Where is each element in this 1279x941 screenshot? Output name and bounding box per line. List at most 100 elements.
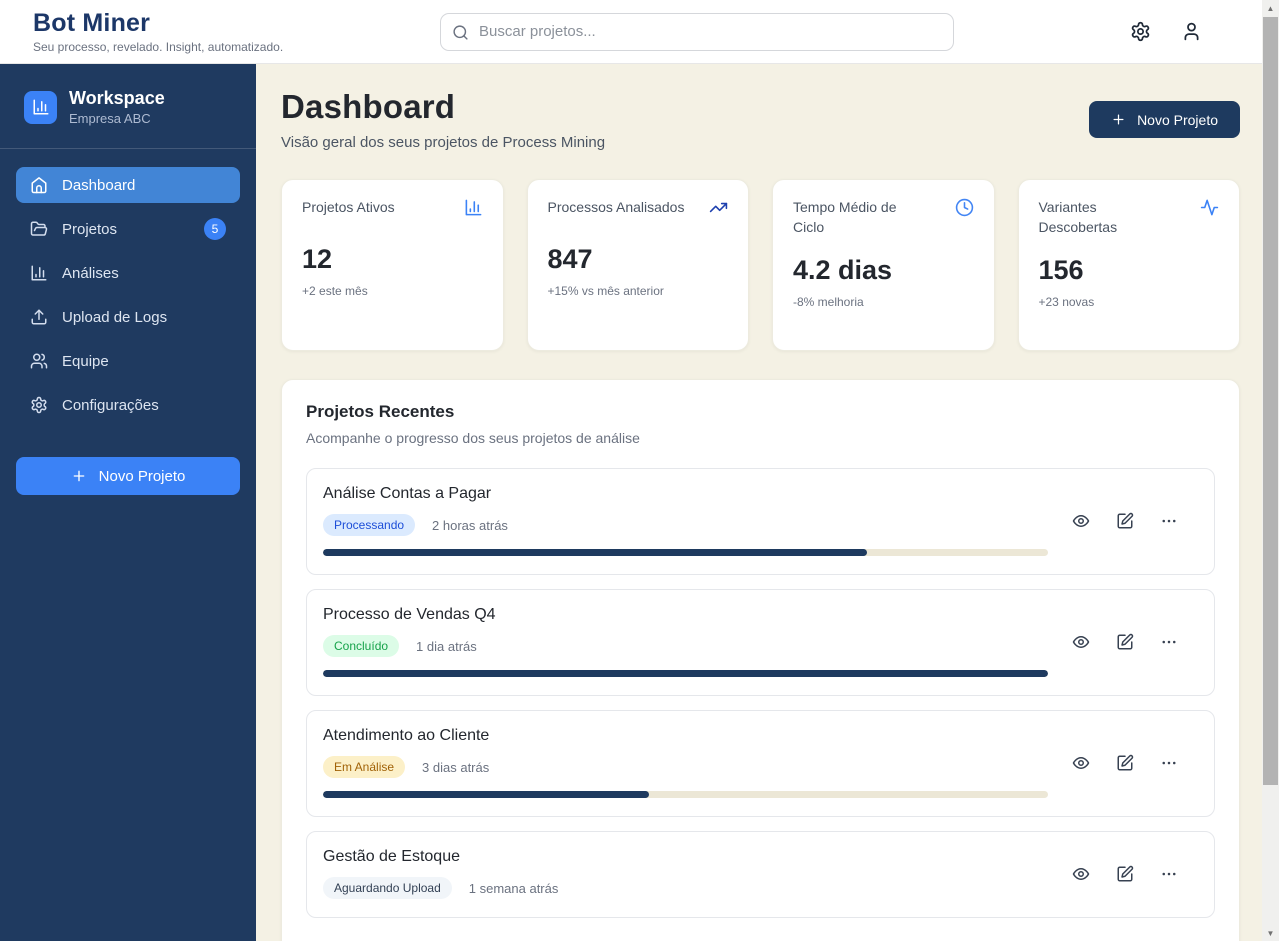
status-badge: Concluído — [323, 635, 400, 657]
view-project-button[interactable] — [1072, 633, 1090, 651]
more-options-button[interactable] — [1160, 633, 1178, 651]
edit-project-button[interactable] — [1116, 865, 1134, 883]
sidebar-item-projetos[interactable]: Projetos 5 — [16, 211, 240, 247]
clock-icon — [955, 198, 973, 217]
trending-up-icon — [709, 202, 728, 213]
workspace-subtitle: Empresa ABC — [69, 111, 151, 126]
project-card: Atendimento ao Cliente Em Análise 3 dias… — [306, 710, 1215, 817]
edit-icon — [1117, 512, 1134, 528]
new-project-label: Novo Projeto — [1137, 111, 1218, 128]
topbar: Bot Miner Seu processo, revelado. Insigh… — [0, 0, 1262, 64]
vertical-scrollbar[interactable]: ▲ ▼ — [1262, 0, 1279, 941]
eye-icon — [1072, 867, 1090, 880]
app-title: Bot Miner — [33, 9, 151, 37]
stat-label: Processos Analisados — [547, 199, 685, 215]
progress-fill — [323, 791, 650, 798]
search-bar — [440, 12, 954, 51]
sidebar-divider — [0, 148, 256, 149]
edit-icon — [1117, 865, 1134, 881]
stat-label: Tempo Médio de Ciclo — [793, 199, 897, 235]
progress-fill — [323, 549, 867, 556]
upload-icon — [31, 309, 47, 325]
more-options-button[interactable] — [1160, 865, 1178, 883]
status-badge: Em Análise — [323, 756, 406, 778]
view-project-button[interactable] — [1072, 754, 1090, 772]
search-icon — [453, 24, 468, 40]
main-content: Dashboard Visão geral dos seus projetos … — [256, 64, 1262, 941]
edit-icon — [1117, 633, 1134, 649]
project-time: 1 dia atrás — [416, 638, 477, 654]
stat-card-projetos-ativos: Projetos Ativos 12 +2 este mês — [281, 179, 504, 351]
project-name: Gestão de Estoque — [323, 848, 460, 865]
progress-bar — [323, 791, 1048, 798]
sidebar-item-dashboard[interactable]: Dashboard — [16, 167, 240, 203]
stat-sub: +23 novas — [1038, 295, 1095, 310]
sidebar-item-analises[interactable]: Análises — [16, 255, 240, 291]
gear-icon — [31, 396, 47, 414]
search-input[interactable] — [440, 12, 954, 51]
progress-bar — [323, 549, 1048, 556]
project-card: Gestão de Estoque Aguardando Upload 1 se… — [306, 831, 1215, 918]
status-badge: Aguardando Upload — [323, 877, 452, 899]
page-subtitle: Visão geral dos seus projetos de Process… — [281, 134, 606, 151]
more-options-button[interactable] — [1160, 754, 1178, 772]
project-time: 1 semana atrás — [468, 880, 559, 896]
user-menu-button[interactable] — [1181, 21, 1202, 42]
workspace-logo-icon — [24, 90, 57, 124]
sidebar-item-label: Dashboard — [62, 176, 136, 194]
workspace-title: Workspace — [69, 88, 165, 108]
stats-row: Projetos Ativos 12 +2 este mês Processos… — [281, 179, 1240, 351]
recent-projects-section: Projetos Recentes Acompanhe o progresso … — [281, 379, 1240, 941]
activity-icon — [1200, 199, 1219, 216]
scrollbar-up-arrow[interactable]: ▲ — [1266, 3, 1275, 13]
view-project-button[interactable] — [1072, 865, 1090, 883]
sidebar-new-project-button[interactable]: Novo Projeto — [16, 457, 240, 495]
sidebar-item-label: Equipe — [62, 352, 109, 370]
stat-value: 847 — [547, 243, 593, 274]
scrollbar-down-arrow[interactable]: ▼ — [1266, 928, 1275, 938]
new-project-button[interactable]: Novo Projeto — [1089, 101, 1240, 138]
folder-icon — [30, 221, 48, 236]
view-project-button[interactable] — [1072, 512, 1090, 530]
eye-icon — [1072, 514, 1090, 527]
topbar-actions — [1130, 21, 1262, 42]
more-options-button[interactable] — [1160, 512, 1178, 530]
status-badge: Processando — [323, 514, 416, 536]
sidebar-item-label: Upload de Logs — [62, 308, 168, 326]
edit-project-button[interactable] — [1116, 512, 1134, 530]
section-subtitle: Acompanhe o progresso dos seus projetos … — [306, 430, 640, 446]
eye-icon — [1072, 635, 1090, 648]
sidebar-item-configuracoes[interactable]: Configurações — [16, 387, 240, 423]
project-name: Atendimento ao Cliente — [323, 727, 490, 744]
stat-card-variantes: Variantes Descobertas 156 +23 novas — [1017, 179, 1240, 351]
page-header: Dashboard Visão geral dos seus projetos … — [281, 88, 1240, 151]
sidebar-item-upload-logs[interactable]: Upload de Logs — [16, 299, 240, 335]
stat-sub: +2 este mês — [302, 283, 368, 298]
ellipsis-icon — [1162, 761, 1176, 764]
ellipsis-icon — [1162, 640, 1176, 643]
ellipsis-icon — [1162, 872, 1176, 875]
project-time: 2 horas atrás — [432, 517, 508, 533]
plus-icon — [1113, 114, 1124, 125]
project-card: Análise Contas a Pagar Processando 2 hor… — [306, 468, 1215, 575]
edit-project-button[interactable] — [1116, 754, 1134, 772]
sidebar-item-equipe[interactable]: Equipe — [16, 343, 240, 379]
bar-chart-icon — [31, 265, 47, 281]
edit-project-button[interactable] — [1116, 633, 1134, 651]
gear-icon — [1131, 21, 1150, 42]
stat-card-tempo-medio: Tempo Médio de Ciclo 4.2 dias -8% melhor… — [772, 179, 995, 351]
settings-button[interactable] — [1130, 21, 1151, 42]
stat-sub: -8% melhoria — [793, 295, 864, 310]
ellipsis-icon — [1162, 519, 1176, 522]
bar-chart-icon — [465, 199, 481, 216]
scrollbar-thumb[interactable] — [1263, 17, 1278, 785]
stat-card-processos-analisados: Processos Analisados 847 +15% vs mês ant… — [526, 179, 749, 351]
stat-sub: +15% vs mês anterior — [547, 283, 664, 298]
users-icon — [30, 353, 48, 369]
project-card: Processo de Vendas Q4 Concluído 1 dia at… — [306, 589, 1215, 696]
page-title: Dashboard — [281, 88, 456, 125]
project-time: 3 dias atrás — [422, 759, 490, 775]
edit-icon — [1117, 754, 1134, 770]
sidebar-item-label: Projetos — [62, 220, 118, 238]
progress-fill — [323, 670, 1048, 677]
